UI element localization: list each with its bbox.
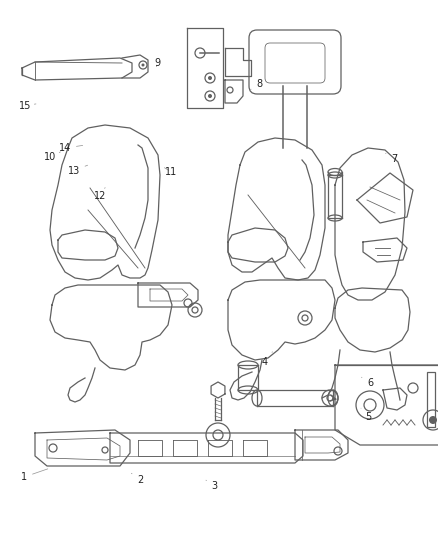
Text: 15: 15: [19, 101, 36, 110]
Circle shape: [429, 416, 437, 424]
Text: 11: 11: [164, 167, 177, 176]
Text: 3: 3: [206, 480, 218, 491]
Text: 7: 7: [385, 154, 397, 164]
Text: 14: 14: [59, 143, 83, 153]
Text: 4: 4: [262, 352, 272, 367]
Bar: [427, 372, 435, 427]
Text: 13: 13: [67, 165, 88, 175]
Circle shape: [208, 76, 212, 80]
Text: 5: 5: [361, 408, 372, 422]
Text: 9: 9: [155, 58, 161, 68]
Text: 6: 6: [361, 377, 373, 387]
Text: 8: 8: [251, 79, 262, 90]
Text: 1: 1: [21, 469, 48, 482]
Text: 10: 10: [44, 152, 60, 162]
Text: 12: 12: [94, 188, 106, 201]
Circle shape: [208, 94, 212, 98]
Circle shape: [141, 63, 145, 67]
Text: 2: 2: [131, 473, 143, 484]
